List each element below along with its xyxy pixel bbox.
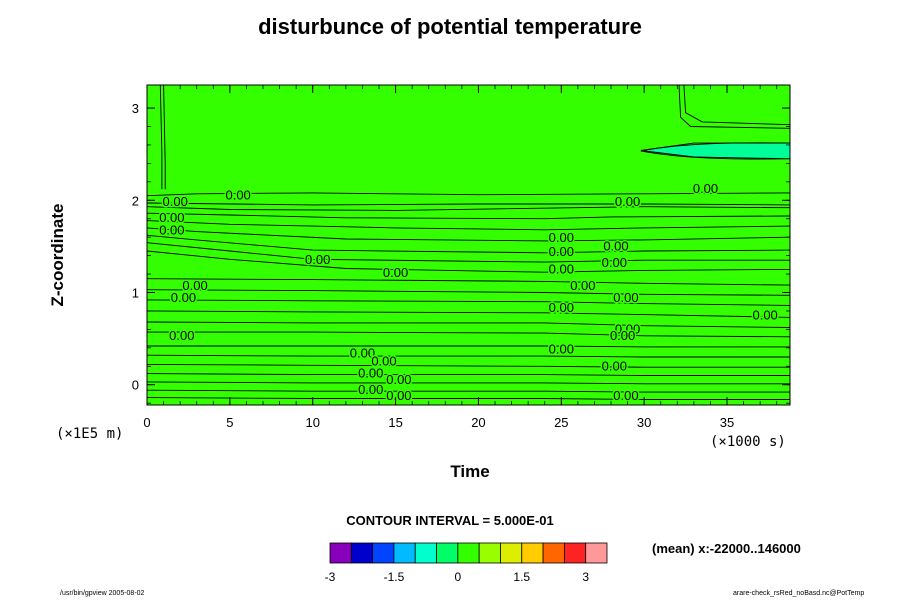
contour-label: 0.00 [570, 278, 595, 293]
contour-line [146, 242, 790, 263]
contour-line [678, 84, 791, 129]
contour-line [146, 212, 791, 220]
contour-line [147, 331, 791, 338]
x-tick-label: 5 [226, 415, 233, 430]
contour-line [640, 142, 790, 151]
contour-line [640, 150, 791, 160]
contour-label: 0.00 [602, 255, 627, 270]
contour-label: 0.00 [163, 194, 188, 209]
x-axis-unit: (×1000 s) [710, 434, 786, 450]
contour-label: 0.00 [549, 244, 574, 259]
x-tick-label: 35 [720, 415, 734, 430]
contour-line [146, 381, 790, 385]
contour-line [163, 84, 166, 190]
x-tick-label: 10 [305, 415, 319, 430]
contour-line [683, 84, 791, 126]
x-axis-label: Time [450, 462, 490, 481]
region-warm-patch [680, 85, 790, 132]
plot-frame [146, 84, 791, 406]
contour-line [146, 202, 791, 206]
contour-line [146, 354, 790, 358]
y-tick-label: 2 [132, 193, 139, 208]
contour-line [146, 299, 791, 306]
contour-label: 0.00 [610, 328, 635, 343]
contour-label: 0.00 [752, 308, 777, 323]
contour-line [146, 250, 791, 273]
y-axis-unit: (×1E5 m) [56, 426, 124, 442]
contour-label: 0.00 [693, 181, 718, 196]
contour-line [146, 289, 791, 296]
contour-label: 0.00 [549, 342, 574, 357]
contour-label: 0.00 [358, 366, 383, 381]
contour-label: 0.00 [613, 388, 638, 403]
contour-line [146, 389, 790, 393]
contour-label: 0.00 [615, 321, 640, 336]
y-tick-label: 0 [132, 378, 139, 393]
contour-label: 0.00 [602, 358, 627, 373]
contour-label: 0.00 [386, 388, 411, 403]
contour-line [147, 345, 790, 348]
contour-line [159, 84, 163, 190]
contour-line [146, 206, 791, 211]
mean-range-text: (mean) x:-22000..146000 [652, 541, 801, 556]
contour-label: 0.00 [182, 278, 207, 293]
contour-label: 0.00 [169, 328, 194, 343]
contour-label: 0.00 [615, 194, 640, 209]
contour-label: 0.00 [371, 354, 396, 369]
contour-label: 0.00 [171, 290, 196, 305]
contour-label: 0.00 [613, 290, 638, 305]
contour-line [146, 397, 790, 400]
x-tick-label: 25 [554, 415, 568, 430]
y-tick-label: 3 [132, 101, 139, 116]
contour-line [146, 278, 791, 286]
contour-label: 0.00 [159, 210, 184, 225]
contour-label: 0.00 [386, 372, 411, 387]
contour-label: 0.00 [383, 265, 408, 280]
x-tick-label: 0 [143, 415, 150, 430]
contour-label: 0.00 [358, 382, 383, 397]
contour-line [146, 192, 791, 197]
contour-line [146, 234, 791, 254]
contour-label: 0.00 [350, 345, 375, 360]
x-tick-label: 30 [637, 415, 651, 430]
contour-line [146, 220, 791, 231]
contour-label: 0.00 [549, 230, 574, 245]
contour-label: 0.00 [603, 238, 628, 253]
y-tick-label: 1 [132, 285, 139, 300]
x-tick-label: 15 [388, 415, 402, 430]
contour-label: 0.00 [549, 300, 574, 315]
contour-label: 0.00 [225, 188, 250, 203]
footer-filename: arare-check_rsRed_noBasd.nc@PotTemp [733, 590, 865, 597]
contour-line [146, 373, 790, 376]
chart-title: disturbunce of potential temperature [258, 14, 642, 39]
contour-line [146, 227, 791, 242]
contour-label: 0.00 [549, 261, 574, 276]
contour-interval-text: CONTOUR INTERVAL = 5.000E-01 [346, 513, 554, 528]
contour-line [146, 321, 791, 328]
x-tick-label: 20 [471, 415, 485, 430]
contour-label: 0.00 [159, 223, 184, 238]
contour-label: 0.00 [305, 252, 330, 267]
footer-command: /usr/bin/gpview 2005-08-02 [60, 590, 145, 597]
contour-line [146, 310, 791, 318]
contour-line [146, 363, 790, 368]
